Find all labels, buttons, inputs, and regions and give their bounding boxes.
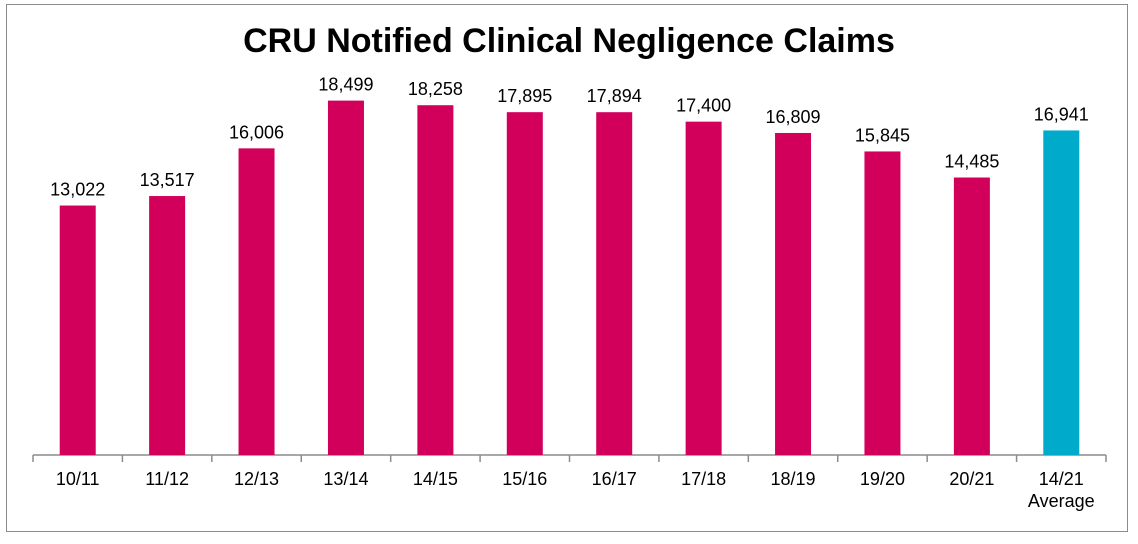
bar (775, 132, 812, 455)
data-label: 14,485 (944, 151, 999, 171)
bar (506, 112, 543, 456)
data-label: 18,499 (318, 75, 373, 95)
chart-title: CRU Notified Clinical Negligence Claims (243, 22, 895, 60)
data-label: 16,809 (766, 107, 821, 127)
data-label: 15,845 (855, 125, 910, 145)
bar (864, 151, 901, 455)
bar (417, 105, 454, 456)
bar (953, 177, 990, 455)
bar (149, 196, 186, 456)
x-tick-label: 20/21 (949, 469, 994, 489)
x-tick-label: Average (1028, 491, 1095, 511)
average-bar (1043, 130, 1080, 455)
chart-frame (6, 4, 1128, 532)
data-label: 17,894 (587, 86, 642, 106)
x-tick-label: 12/13 (234, 469, 279, 489)
data-label: 16,006 (229, 122, 284, 142)
bar (59, 205, 96, 455)
x-tick-label: 14/21 (1039, 469, 1084, 489)
x-tick-label: 19/20 (860, 469, 905, 489)
data-label: 13,517 (140, 170, 195, 190)
data-label: 17,400 (676, 96, 731, 116)
bar (238, 148, 275, 455)
bar (327, 100, 364, 455)
x-tick-label: 15/16 (502, 469, 547, 489)
x-tick-label: 11/12 (145, 469, 189, 489)
x-tick-label: 16/17 (592, 469, 637, 489)
data-label: 16,941 (1034, 104, 1089, 124)
x-tick-label: 17/18 (681, 469, 726, 489)
bar (685, 121, 722, 455)
x-tick-label: 13/14 (323, 469, 368, 489)
bar (596, 112, 633, 455)
data-label: 17,895 (497, 86, 552, 106)
x-tick-label: 10/11 (56, 469, 100, 489)
data-label: 18,258 (408, 79, 463, 99)
data-label: 13,022 (50, 180, 105, 200)
x-tick-label: 18/19 (771, 469, 816, 489)
x-tick-label: 14/15 (413, 469, 458, 489)
